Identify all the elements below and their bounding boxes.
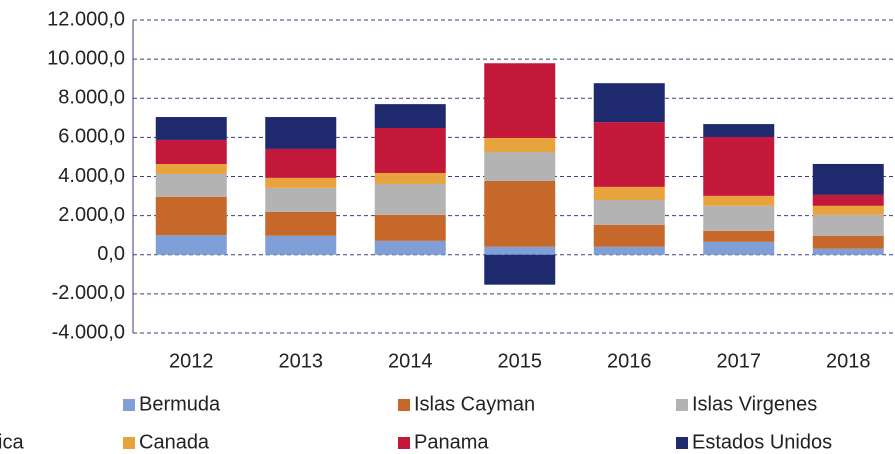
bar-segment xyxy=(374,172,446,184)
bar-segment xyxy=(155,235,227,255)
bar-segment xyxy=(812,205,884,215)
y-tick-label: 8.000,0 xyxy=(58,87,125,109)
bar-segment xyxy=(703,195,775,206)
bar-segment xyxy=(703,230,775,242)
bar-segment xyxy=(593,199,665,225)
bar-segment xyxy=(155,196,227,236)
bar-segment xyxy=(374,240,446,255)
x-tick-label: 2015 xyxy=(498,350,543,372)
bar-segment xyxy=(155,117,227,140)
bar-segment xyxy=(265,148,337,178)
y-tick-label: 12.000,0 xyxy=(47,8,125,30)
bar-segment xyxy=(484,137,556,153)
y-tick-label: 2.000,0 xyxy=(58,204,125,226)
bar-segment xyxy=(484,254,556,285)
x-tick-label: 2018 xyxy=(826,350,871,372)
bar-segment xyxy=(812,235,884,249)
bar-segment xyxy=(374,214,446,241)
legend-marker xyxy=(676,399,688,411)
bar-segment xyxy=(812,163,884,195)
legend-marker xyxy=(123,399,135,411)
legend-marker xyxy=(123,437,135,449)
x-tick-label: 2012 xyxy=(169,350,214,372)
legend-label: Panama xyxy=(414,431,489,453)
bar-segment xyxy=(703,205,775,231)
bar-segment xyxy=(812,248,884,255)
bar-segment xyxy=(265,235,337,255)
x-tick-label: 2016 xyxy=(607,350,652,372)
legend-label: Canada xyxy=(139,431,210,453)
bar-segment xyxy=(593,224,665,247)
legend-marker xyxy=(398,437,410,449)
bar-segment xyxy=(155,173,227,197)
bar-segment xyxy=(265,211,337,236)
x-tick-label: 2014 xyxy=(388,350,433,372)
x-tick-label: 2013 xyxy=(279,350,324,372)
bar-segment xyxy=(593,246,665,255)
bar-segment xyxy=(265,187,337,212)
bar-segment xyxy=(703,241,775,255)
bar-segment xyxy=(593,186,665,200)
y-tick-label: -2.000,0 xyxy=(52,282,125,304)
y-tick-label: -4.000,0 xyxy=(52,321,125,343)
legend-marker xyxy=(398,399,410,411)
x-tick-label: 2017 xyxy=(717,350,762,372)
bar-segment xyxy=(374,127,446,173)
legend-label: Islas Cayman xyxy=(414,393,535,415)
footnote: ica xyxy=(0,431,24,453)
bar-segment xyxy=(484,152,556,181)
y-tick-label: 10.000,0 xyxy=(47,47,125,69)
legend-marker xyxy=(676,437,688,449)
bar-segment xyxy=(484,246,556,255)
bar-segment xyxy=(812,214,884,236)
bar-segment xyxy=(703,136,775,196)
bar-segment xyxy=(374,104,446,128)
bar-segment xyxy=(484,63,556,138)
bar-segment xyxy=(155,139,227,164)
bar-segment xyxy=(374,183,446,215)
y-tick-label: 0,0 xyxy=(97,243,125,265)
bar-segment xyxy=(593,122,665,187)
legend-label: Bermuda xyxy=(139,393,221,415)
bar-segment xyxy=(265,177,337,188)
bar-segment xyxy=(265,117,337,149)
y-tick-label: 6.000,0 xyxy=(58,126,125,148)
bar-segment xyxy=(812,194,884,206)
legend-label: Estados Unidos xyxy=(692,431,832,453)
y-tick-label: 4.000,0 xyxy=(58,165,125,187)
bar-segment xyxy=(703,124,775,137)
legend-label: Islas Virgenes xyxy=(692,393,817,415)
bar-segment xyxy=(593,83,665,123)
bar-segment xyxy=(155,163,227,174)
bar-segment xyxy=(484,180,556,247)
